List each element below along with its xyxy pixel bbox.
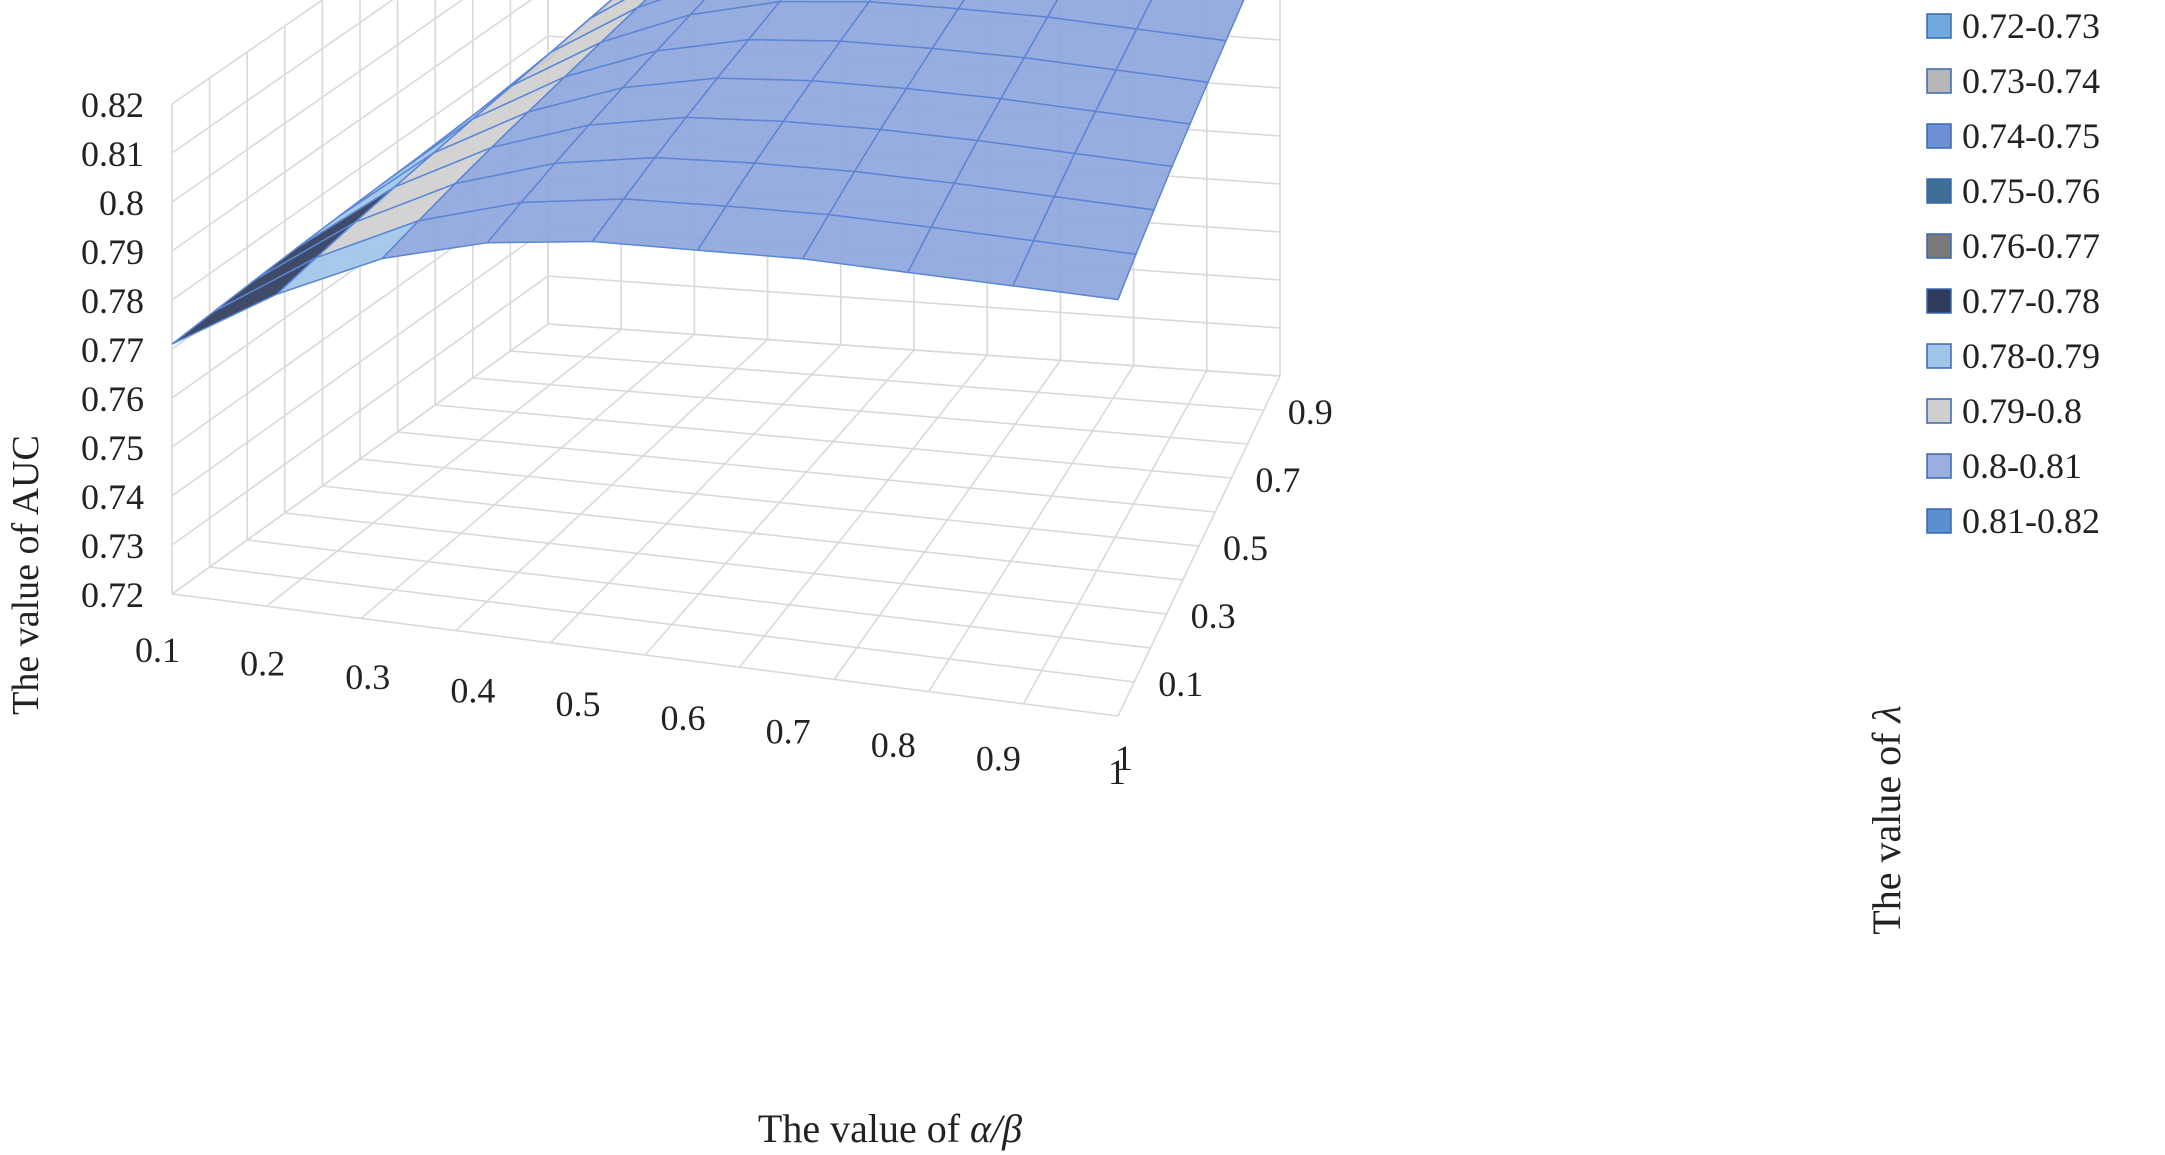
z-tick-label: 0.73 — [81, 526, 144, 566]
floor-grid-line — [171, 593, 1119, 717]
legend-swatch — [1926, 288, 1952, 314]
y-axis-end-label: 1 — [1115, 738, 1133, 778]
z-tick-label: 0.79 — [81, 232, 144, 272]
floor-grid-line — [359, 458, 1200, 547]
y-tick-label: 0.7 — [1255, 460, 1300, 500]
legend-swatch — [1926, 68, 1952, 94]
legend-swatch — [1926, 453, 1952, 479]
floor-grid-line — [247, 539, 1151, 649]
x-axis-title: The value of α/β — [758, 1106, 1022, 1151]
tick-labels: 0.720.730.740.750.760.770.780.790.80.810… — [81, 85, 1333, 792]
side-wall-grid-line — [171, 35, 549, 301]
side-wall-grid-line — [171, 227, 549, 497]
x-tick-label: 0.2 — [240, 644, 285, 684]
z-tick-label: 0.74 — [81, 477, 144, 517]
legend-swatch — [1926, 343, 1952, 369]
x-tick-label: 0.8 — [871, 725, 916, 765]
legend-swatch — [1926, 13, 1952, 39]
z-tick-label: 0.8 — [99, 183, 144, 223]
floor-grid-line — [472, 377, 1248, 445]
legend-label: 0.81-0.82 — [1962, 501, 2100, 541]
legend-label: 0.73-0.74 — [1962, 61, 2100, 101]
floor-grid-line — [397, 431, 1216, 513]
y-tick-label: 0.9 — [1288, 392, 1333, 432]
legend-label: 0.8-0.81 — [1962, 446, 2082, 486]
side-wall-grid-line — [171, 323, 549, 595]
z-tick-label: 0.72 — [81, 575, 144, 615]
x-tick-label: 0.3 — [345, 657, 390, 697]
floor-grid-line — [284, 512, 1167, 615]
legend-label: 0.74-0.75 — [1962, 116, 2100, 156]
side-wall-grid-line — [171, 0, 324, 105]
y-tick-label: 0.5 — [1223, 528, 1268, 568]
z-tick-label: 0.81 — [81, 134, 144, 174]
back-wall-grid-line — [547, 323, 1281, 377]
z-tick-label: 0.78 — [81, 281, 144, 321]
legend-label: 0.76-0.77 — [1962, 226, 2100, 266]
legend: 0.72-0.73 0.73-0.74 0.74-0.75 0.75-0.76 0.76… — [1926, 6, 2100, 541]
x-tick-label: 1 — [1108, 752, 1126, 792]
legend-swatch — [1926, 123, 1952, 149]
z-tick-label: 0.76 — [81, 379, 144, 419]
grid-lines — [171, 0, 1281, 717]
side-wall-grid-line — [171, 275, 549, 546]
z-tick-label: 0.77 — [81, 330, 144, 370]
legend-label: 0.77-0.78 — [1962, 281, 2100, 321]
back-wall-grid-line — [547, 275, 1281, 329]
legend-label: 0.75-0.76 — [1962, 171, 2100, 211]
legend-swatch — [1926, 508, 1952, 534]
legend-label: 0.78-0.79 — [1962, 336, 2100, 376]
legend-swatch — [1926, 178, 1952, 204]
x-tick-label: 0.9 — [976, 738, 1021, 778]
floor-grid-line — [322, 485, 1183, 581]
z-tick-label: 0.75 — [81, 428, 144, 468]
z-axis-title: The value of AUC — [5, 435, 47, 715]
floor-grid-line — [209, 566, 1135, 683]
surface — [171, 0, 1245, 345]
x-tick-label: 0.1 — [135, 630, 180, 670]
floor-grid-line — [510, 350, 1264, 411]
x-tick-label: 0.5 — [555, 684, 600, 724]
surface-cell — [1011, 239, 1138, 301]
y-axis-title: The value of λ — [1864, 705, 1909, 934]
y-tick-label: 0.3 — [1191, 596, 1236, 636]
floor-grid-line — [435, 404, 1232, 479]
legend-swatch — [1926, 233, 1952, 259]
x-tick-label: 0.7 — [766, 711, 811, 751]
legend-label: 0.72-0.73 — [1962, 6, 2100, 46]
x-tick-label: 0.6 — [661, 698, 706, 738]
side-wall-grid-line — [171, 0, 533, 252]
legend-swatch — [1926, 398, 1952, 424]
z-tick-label: 0.82 — [81, 85, 144, 125]
side-wall-grid-line — [171, 0, 464, 203]
side-wall-grid-line — [171, 0, 394, 154]
x-tick-label: 0.4 — [450, 671, 495, 711]
surface-cell — [171, 257, 317, 345]
legend-label: 0.79-0.8 — [1962, 391, 2082, 431]
y-tick-label: 0.1 — [1158, 664, 1203, 704]
